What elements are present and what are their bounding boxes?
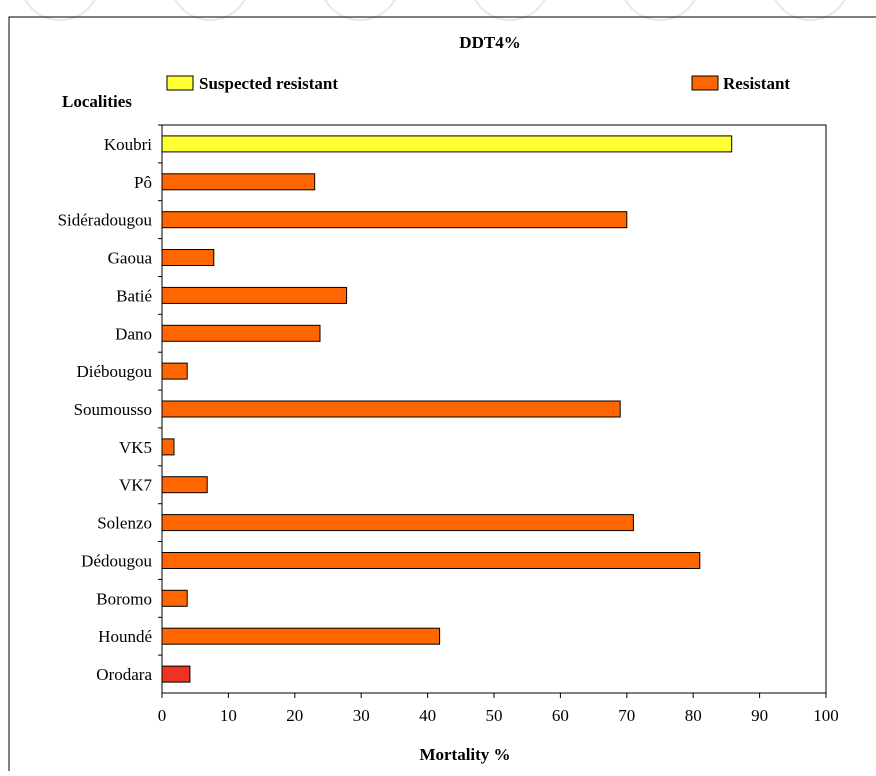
bar-soumousso bbox=[161, 400, 621, 418]
bar-vk5 bbox=[161, 438, 175, 456]
x-axis-title: Mortality % bbox=[419, 745, 510, 764]
bar-hounde bbox=[161, 627, 441, 645]
x-tick-label-40: 40 bbox=[419, 706, 436, 725]
legend-label-resistant: Resistant bbox=[723, 74, 790, 93]
legend: Suspected resistant Resistant bbox=[166, 74, 790, 93]
y-tick-label-vk5: VK5 bbox=[119, 438, 152, 457]
x-tick-label-70: 70 bbox=[618, 706, 635, 725]
x-tick-label-90: 90 bbox=[751, 706, 768, 725]
chart-title: DDT4% bbox=[459, 33, 520, 52]
x-tick-label-10: 10 bbox=[220, 706, 237, 725]
bar-dedougou bbox=[161, 552, 701, 569]
x-ticks: 0 10 20 30 40 50 60 70 80 90 100 bbox=[158, 693, 839, 725]
bar-dano bbox=[161, 324, 321, 342]
y-tick-label-vk7: VK7 bbox=[119, 476, 153, 495]
legend-swatch-resistant bbox=[691, 75, 719, 91]
bar-koubri bbox=[161, 135, 733, 153]
bar-solenzo bbox=[161, 514, 634, 532]
bar-diebougou bbox=[161, 362, 188, 380]
legend-label-suspected-resistant: Suspected resistant bbox=[199, 74, 338, 93]
y-tick-label-batie: Batié bbox=[116, 286, 152, 305]
y-tick-label-sideradougou: Sidéradougou bbox=[58, 211, 153, 230]
y-tick-label-solenzo: Solenzo bbox=[97, 514, 152, 533]
y-tick-labels: Koubri Pô Sidéradougou Gaoua Batié Dano Diébou… bbox=[58, 124, 162, 684]
y-tick-label-soumousso: Soumousso bbox=[74, 400, 152, 419]
y-tick-label-boromo: Boromo bbox=[96, 589, 152, 608]
y-tick-label-po: Pô bbox=[134, 173, 152, 192]
chart-frame bbox=[8, 16, 876, 776]
bar-sideradougou bbox=[161, 211, 628, 229]
x-tick-label-50: 50 bbox=[486, 706, 503, 725]
bar-batie bbox=[161, 286, 348, 304]
y-tick-label-diebougou: Diébougou bbox=[76, 362, 152, 381]
y-tick-label-dedougou: Dédougou bbox=[81, 552, 152, 571]
x-tick-label-80: 80 bbox=[685, 706, 702, 725]
bar-po bbox=[161, 173, 316, 191]
bar-vk7 bbox=[161, 476, 208, 494]
y-tick-label-koubri: Koubri bbox=[104, 135, 152, 154]
y-tick-label-orodara: Orodara bbox=[96, 665, 152, 684]
y-tick-label-dano: Dano bbox=[115, 324, 152, 343]
bar-orodara bbox=[161, 665, 191, 683]
y-tick-label-hounde: Houndé bbox=[98, 627, 152, 646]
x-tick-label-100: 100 bbox=[813, 706, 839, 725]
background-watermark bbox=[24, 0, 846, 21]
x-tick-label-20: 20 bbox=[286, 706, 303, 725]
x-tick-label-60: 60 bbox=[552, 706, 569, 725]
bar-boromo bbox=[161, 589, 188, 607]
y-axis-title: Localities bbox=[62, 92, 132, 111]
bar-gaoua bbox=[161, 249, 215, 266]
y-tick-label-gaoua: Gaoua bbox=[108, 249, 153, 268]
x-tick-label-0: 0 bbox=[158, 706, 167, 725]
bars bbox=[161, 135, 733, 683]
legend-swatch-suspected-resistant bbox=[166, 75, 194, 91]
x-tick-label-30: 30 bbox=[353, 706, 370, 725]
